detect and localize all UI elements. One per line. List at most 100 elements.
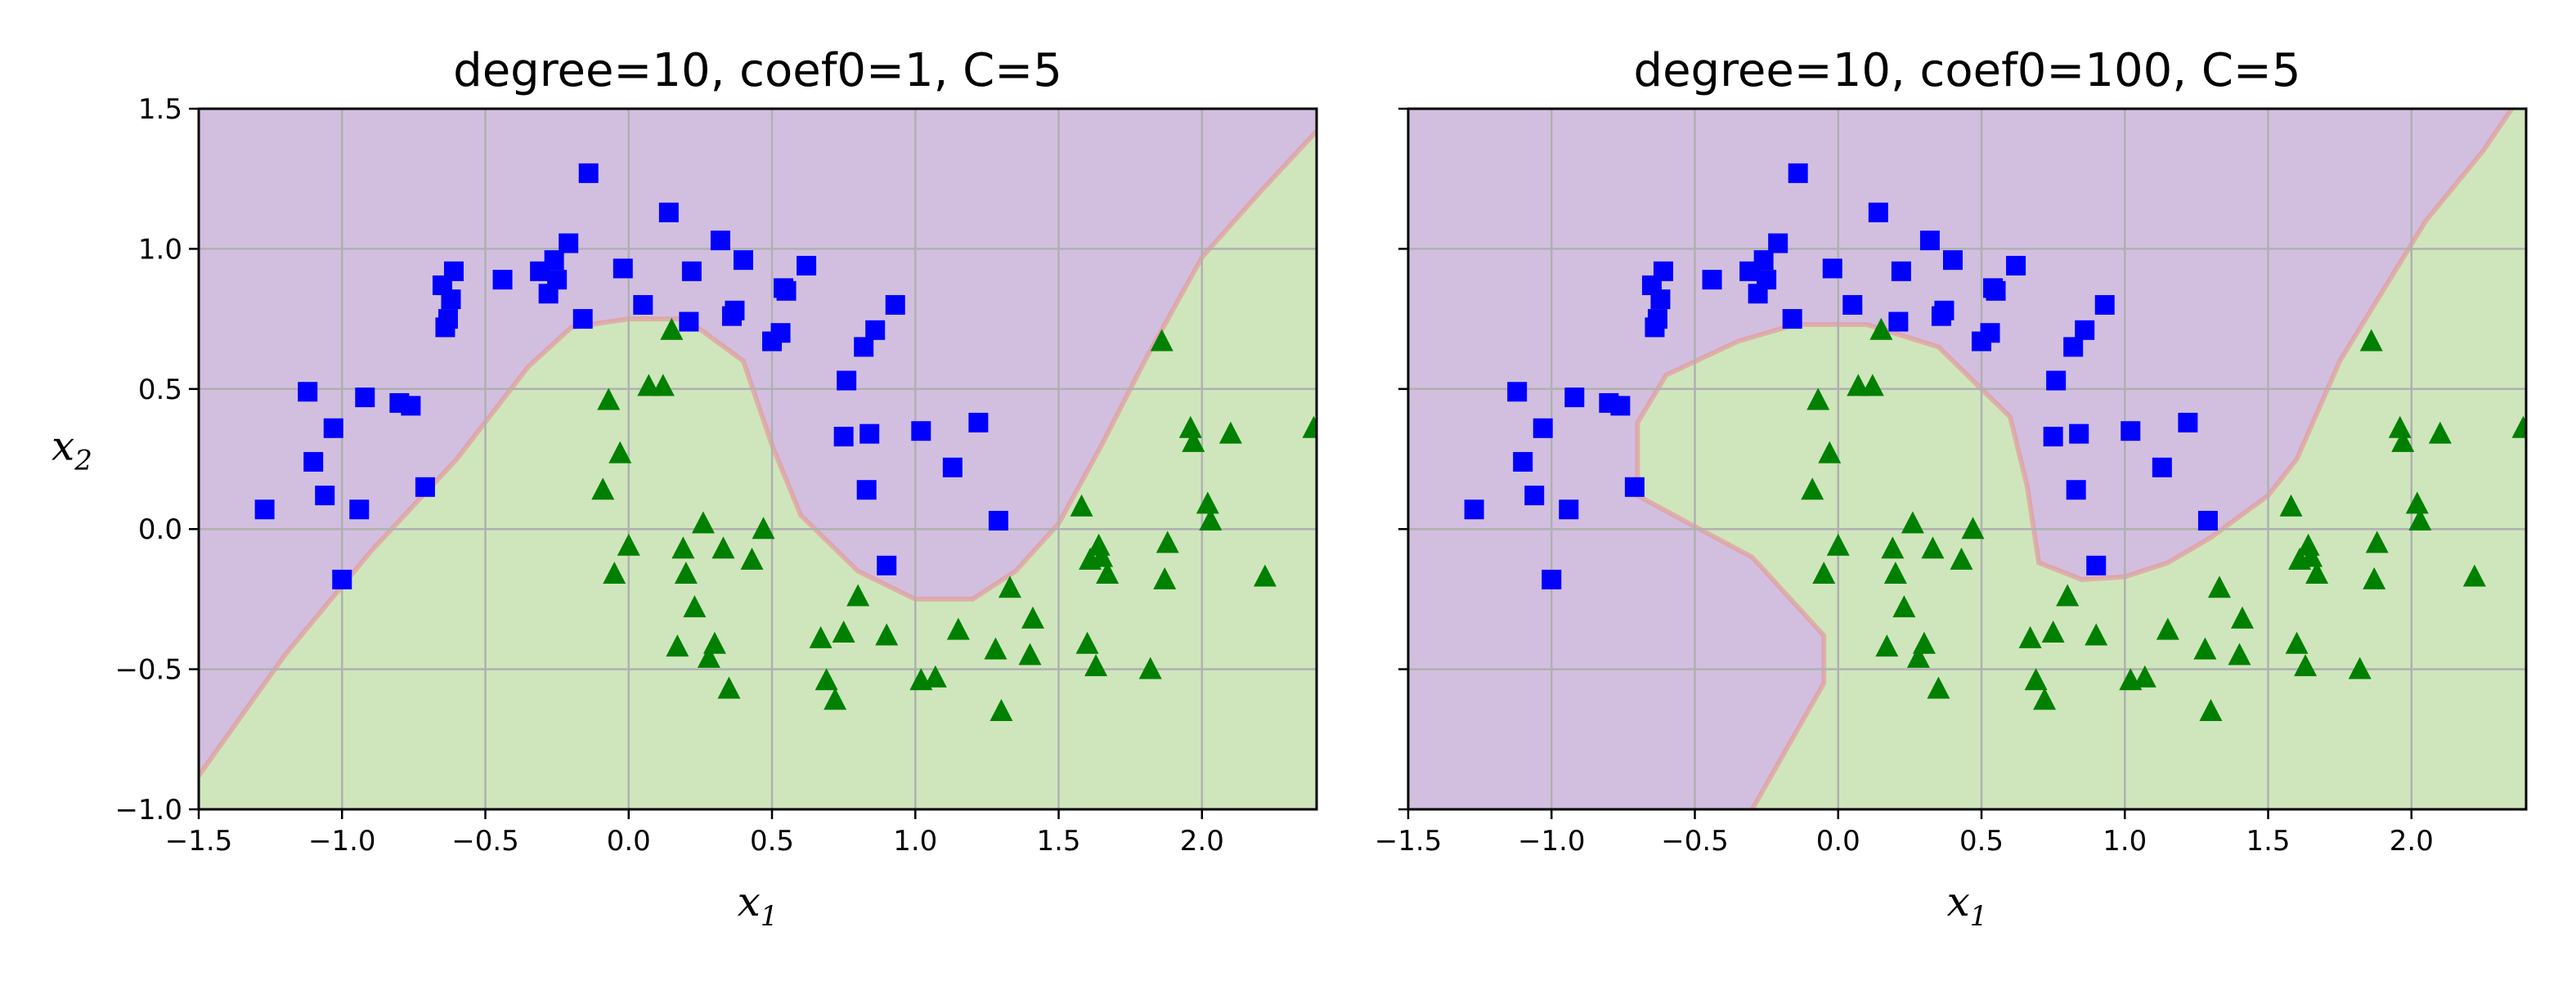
data-point-triangle — [1096, 562, 1120, 585]
data-point-square — [2178, 412, 2198, 432]
data-point-triangle — [1156, 531, 1179, 553]
data-point-square — [1753, 250, 1774, 271]
data-point-triangle — [691, 511, 715, 534]
data-point-triangle — [2285, 631, 2309, 654]
data-point-square — [1653, 261, 1673, 281]
data-point-square — [776, 280, 797, 301]
y-tick-label: 0.5 — [138, 374, 182, 406]
x-tick-label: 2.0 — [2390, 825, 2434, 858]
plot-area — [199, 109, 1317, 809]
data-point-square — [837, 370, 857, 391]
data-point-triangle — [683, 595, 707, 618]
data-point-triangle — [1090, 544, 1114, 567]
data-point-triangle — [666, 634, 689, 657]
chart-title: degree=10, coef0=100, C=5 — [1634, 44, 2301, 97]
data-point-triangle — [651, 374, 675, 396]
data-point-square — [2066, 480, 2086, 500]
data-point-square — [2094, 294, 2115, 315]
data-point-square — [1533, 418, 1553, 438]
data-point-triangle — [2207, 576, 2231, 598]
x-tick-label: 2.0 — [1180, 825, 1224, 858]
data-point-triangle — [1875, 634, 1899, 657]
data-point-triangle — [2428, 421, 2452, 444]
data-point-square — [2069, 423, 2089, 444]
data-point-square — [1782, 309, 1802, 329]
data-point-square — [323, 418, 343, 438]
data-point-square — [797, 255, 817, 275]
data-point-triangle — [617, 533, 640, 556]
data-point-square — [2197, 510, 2218, 531]
y-tick-label: −1.0 — [114, 794, 182, 826]
data-point-triangle — [1881, 536, 1905, 559]
data-point-square — [1788, 163, 1808, 183]
data-point-square — [1559, 499, 1579, 520]
plot-area — [1408, 109, 2526, 809]
data-point-triangle — [2363, 567, 2386, 589]
data-point-square — [1868, 202, 1888, 222]
data-point-triangle — [671, 536, 695, 559]
data-point-triangle — [591, 477, 615, 500]
data-point-triangle — [946, 617, 970, 640]
data-point-triangle — [1178, 415, 1202, 438]
data-point-square — [613, 258, 633, 279]
data-point-square — [1513, 451, 1533, 472]
data-point-square — [1464, 499, 1484, 520]
data-point-square — [254, 499, 275, 520]
data-point-square — [725, 300, 745, 320]
data-point-square — [1842, 294, 1863, 315]
x-tick-label: −1.0 — [308, 825, 376, 858]
data-point-triangle — [1818, 441, 1842, 464]
axes-frame — [1407, 107, 2528, 811]
data-point-triangle — [674, 562, 698, 585]
y-tick-label: −0.5 — [114, 654, 182, 687]
x-tick-label: −1.5 — [165, 825, 233, 858]
data-point-triangle — [2228, 643, 2251, 665]
data-point-triangle — [2024, 668, 2048, 691]
data-point-square — [1934, 300, 1954, 320]
axes-frame — [197, 107, 1318, 811]
data-point-square — [859, 423, 880, 444]
data-point-triangle — [2279, 494, 2303, 517]
data-point-square — [865, 320, 886, 340]
data-point-triangle — [1021, 606, 1044, 629]
data-point-square — [681, 261, 702, 281]
data-point-square — [1624, 477, 1645, 497]
data-point-triangle — [637, 374, 661, 396]
data-point-square — [2086, 555, 2107, 576]
data-point-square — [1888, 311, 1909, 332]
data-point-triangle — [2391, 429, 2415, 452]
data-point-triangle — [2133, 665, 2156, 688]
data-point-square — [1650, 289, 1671, 310]
data-point-square — [2152, 457, 2172, 477]
data-point-square — [401, 396, 421, 416]
data-point-triangle — [2462, 564, 2486, 587]
data-point-square — [658, 202, 679, 222]
data-point-square — [578, 163, 599, 183]
y-tick-label: 1.0 — [138, 233, 182, 266]
data-point-square — [2046, 370, 2067, 391]
data-point-triangle — [2388, 415, 2412, 438]
data-point-triangle — [711, 536, 735, 559]
data-point-square — [1564, 387, 1585, 408]
data-point-triangle — [1860, 374, 1884, 396]
data-point-square — [1980, 323, 2000, 343]
data-point-square — [942, 457, 963, 477]
data-point-square — [1647, 309, 1667, 329]
data-point-triangle — [697, 645, 720, 668]
data-point-triangle — [875, 623, 899, 646]
data-point-triangle — [740, 547, 764, 570]
data-point-square — [1986, 280, 2006, 301]
data-point-square — [1524, 486, 1545, 506]
data-point-square — [1822, 258, 1842, 279]
data-point-square — [733, 250, 753, 271]
x-axis-label: x1 — [738, 878, 779, 933]
chart-panel-2: −1.5 −1.0 −0.5 0.0 0.5 1.0 1.5 2.0 degree=10, co… — [1375, 44, 2528, 933]
data-point-square — [544, 250, 564, 271]
data-point-triangle — [2230, 606, 2254, 629]
x-tick-label: 0.0 — [1816, 825, 1860, 858]
data-point-triangle — [2359, 329, 2383, 352]
data-point-triangle — [2199, 699, 2223, 722]
data-point-triangle — [1087, 533, 1111, 556]
data-point-square — [679, 311, 699, 332]
data-point-square — [854, 337, 874, 357]
